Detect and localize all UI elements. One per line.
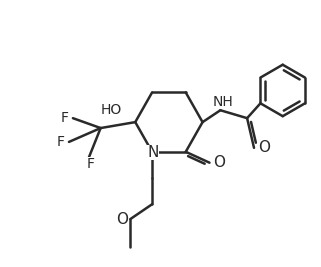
Text: NH: NH (213, 95, 234, 109)
Text: F: F (87, 157, 95, 171)
Text: F: F (61, 111, 69, 125)
Text: O: O (213, 155, 225, 170)
Text: O: O (117, 212, 128, 227)
Text: N: N (147, 145, 159, 160)
Text: F: F (57, 135, 65, 149)
Text: O: O (258, 140, 270, 155)
Text: HO: HO (101, 103, 122, 117)
